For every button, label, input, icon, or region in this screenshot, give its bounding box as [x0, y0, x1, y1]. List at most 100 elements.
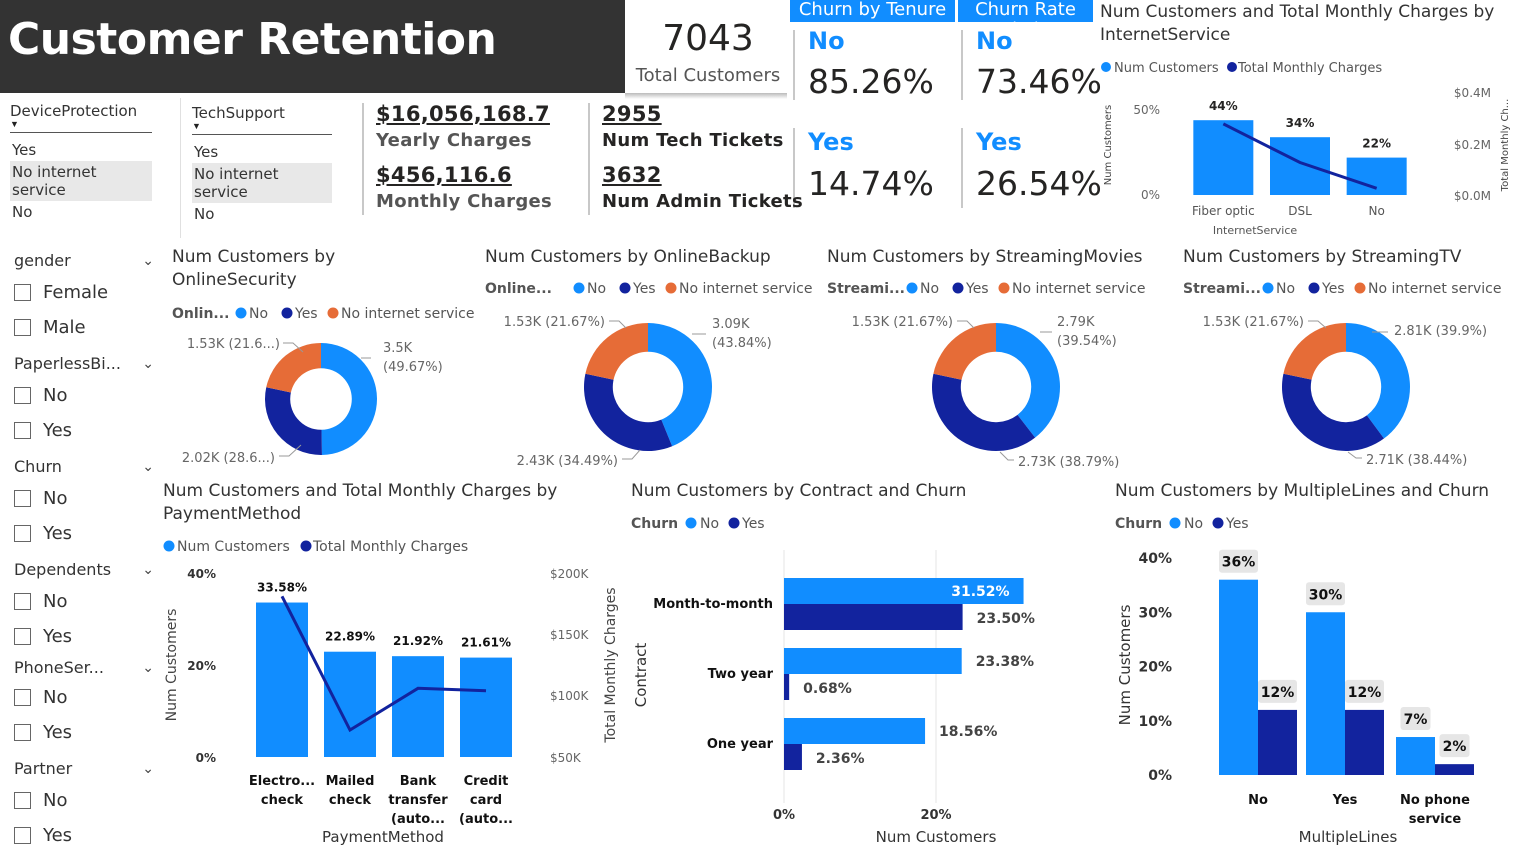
slicer-item-no[interactable]: No [12, 203, 33, 221]
x-tick-label: card [470, 793, 502, 808]
y2-tick-label: $100K [550, 689, 590, 703]
filter-option[interactable]: No [14, 783, 154, 818]
churn-rate-no-label: No [976, 27, 1013, 55]
filter-option[interactable]: Yes [14, 715, 154, 750]
data-label: 30% [1309, 587, 1343, 603]
filter-dependents[interactable]: Dependents ⌄ No Yes [14, 554, 154, 654]
y2-axis-title: Total Monthly Charges [603, 587, 619, 743]
chevron-down-icon[interactable]: ⌄ [142, 354, 154, 371]
filter-option[interactable]: No [14, 481, 154, 516]
checkbox[interactable] [14, 387, 31, 404]
device-protection-slicer[interactable]: DeviceProtection ▼ Yes No internet servi… [10, 102, 152, 223]
legend-label: No [587, 281, 606, 297]
x-tick-label: Yes [1332, 793, 1358, 808]
legend: Num Customers Total Monthly Charges [1101, 61, 1382, 76]
x-tick-label: check [329, 793, 371, 808]
legend-title: Online... [485, 281, 552, 297]
filter-option[interactable]: Female [14, 275, 154, 310]
series-line [1222, 122, 1378, 190]
filter-partner[interactable]: Partner ⌄ No Yes [14, 753, 154, 853]
filter-title: gender [14, 250, 71, 270]
option-label: No [43, 790, 68, 811]
online-security-chart: Num Customers by OnlineSecurity Onlin... No… [172, 247, 474, 466]
filter-title: Dependents [14, 559, 112, 579]
slicer-item-yes[interactable]: Yes [194, 143, 219, 161]
data-label: 3.5K [383, 341, 413, 356]
y2-tick-label: $0.2M [1454, 138, 1491, 152]
data-label: 44% [1209, 99, 1238, 113]
series-line [280, 595, 487, 733]
separator [961, 128, 963, 208]
x-tick-label: DSL [1288, 204, 1312, 218]
dropdown-arrow-icon[interactable]: ▼ [10, 119, 19, 129]
filter-option[interactable]: No [14, 584, 154, 619]
filter-option[interactable]: Yes [14, 619, 154, 654]
bar [1346, 157, 1407, 195]
filter-phone-service[interactable]: PhoneSer... ⌄ No Yes [14, 654, 154, 750]
legend-dot [327, 307, 339, 319]
chevron-down-icon[interactable]: ⌄ [142, 251, 154, 268]
checkbox[interactable] [14, 422, 31, 439]
dropdown-arrow-icon[interactable]: ▼ [192, 121, 201, 131]
filter-option[interactable]: No [14, 680, 154, 715]
legend-label: No [700, 516, 719, 532]
data-label: 1.53K (21.67%) [504, 315, 605, 330]
data-label: 1.53K (21.6...) [187, 337, 280, 352]
checkbox[interactable] [14, 490, 31, 507]
slicer-item-no[interactable]: No [194, 205, 215, 223]
filter-gender[interactable]: gender ⌄ Female Male [14, 245, 154, 345]
checkbox[interactable] [14, 792, 31, 809]
checkbox[interactable] [14, 827, 31, 844]
legend-label: Yes [294, 306, 318, 322]
checkbox[interactable] [14, 724, 31, 741]
checkbox[interactable] [14, 284, 31, 301]
legend-label: No [1276, 281, 1295, 297]
legend-label: Num Customers [1114, 61, 1219, 76]
checkbox[interactable] [14, 689, 31, 706]
donut-slice [932, 373, 1036, 451]
data-label: 7% [1404, 712, 1428, 728]
churn-rate-header: Churn Rate (%) [958, 0, 1093, 40]
filter-churn[interactable]: Churn ⌄ No Yes [14, 451, 154, 551]
checkbox[interactable] [14, 628, 31, 645]
chevron-down-icon[interactable]: ⌄ [142, 658, 154, 675]
y-tick-label: 20% [187, 659, 216, 673]
legend-dot [619, 282, 631, 294]
checkbox[interactable] [14, 319, 31, 336]
online-backup-chart: Num Customers by OnlineBackup Online... No… [485, 247, 812, 469]
monthly-charges-label: Monthly Charges [376, 191, 553, 212]
y2-tick-label: $150K [550, 628, 590, 642]
filter-option[interactable]: Yes [14, 818, 154, 853]
data-label: 2.81K (39.9%) [1394, 324, 1487, 339]
chevron-down-icon[interactable]: ⌄ [142, 560, 154, 577]
option-label: Yes [43, 420, 73, 441]
chevron-down-icon[interactable]: ⌄ [142, 457, 154, 474]
filter-option[interactable]: No [14, 378, 154, 413]
legend-dot [1262, 282, 1274, 294]
filter-option[interactable]: Yes [14, 516, 154, 551]
x-tick-label: 0% [773, 808, 795, 823]
filter-paperless-billing[interactable]: PaperlessBi... ⌄ No Yes [14, 348, 154, 448]
slicer-item-no-internet[interactable]: No internet service [10, 161, 152, 201]
y-axis-title: Contract [632, 643, 650, 708]
legend-label: No internet service [1012, 281, 1145, 297]
internet-service-chart: Num Customers and Total Monthly Charges … [1100, 2, 1511, 237]
legend-label: Num Customers [177, 539, 290, 555]
slicer-item-no-internet[interactable]: No internet service [192, 163, 332, 203]
tech-support-slicer[interactable]: TechSupport ▼ Yes No internet service No [192, 104, 332, 225]
chevron-down-icon[interactable]: ⌄ [142, 759, 154, 776]
checkbox[interactable] [14, 525, 31, 542]
y-axis-title: Num Customers [1116, 604, 1134, 725]
y-tick-label: 40% [187, 567, 216, 581]
option-label: Yes [43, 722, 73, 743]
data-label: (39.54%) [1057, 334, 1117, 349]
filter-option[interactable]: Yes [14, 413, 154, 448]
legend-dot [1227, 62, 1237, 72]
y2-tick-label: $0.0M [1454, 189, 1491, 203]
y2-tick-label: $50K [550, 751, 582, 765]
filter-option[interactable]: Male [14, 310, 154, 345]
checkbox[interactable] [14, 593, 31, 610]
monthly-charges-value: $456,116.6 [376, 163, 512, 187]
slicer-item-yes[interactable]: Yes [12, 141, 37, 159]
data-label: 0.68% [803, 681, 852, 697]
